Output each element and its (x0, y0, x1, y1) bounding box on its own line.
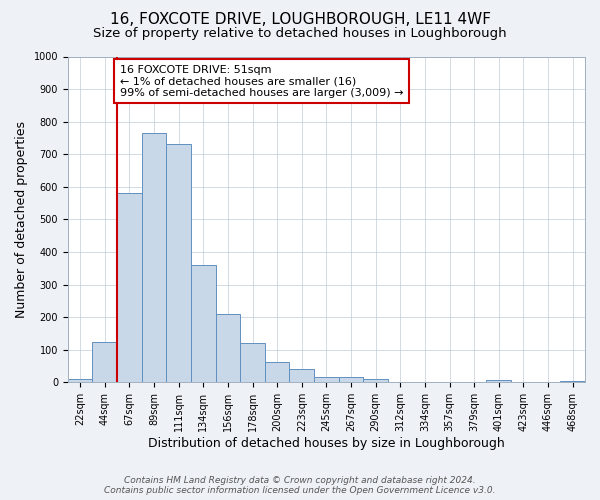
Bar (560, 380, 585, 382)
Bar (364, 379, 388, 382)
Bar (314, 378, 339, 382)
Bar (92, 342, 117, 382)
Bar (487, 380, 511, 382)
Y-axis label: Number of detached properties: Number of detached properties (15, 121, 28, 318)
X-axis label: Distribution of detached houses by size in Loughborough: Distribution of detached houses by size … (148, 437, 505, 450)
Bar (289, 370, 314, 382)
Bar (339, 378, 364, 382)
Bar (240, 343, 265, 382)
Bar (68, 379, 92, 382)
Bar (166, 144, 191, 382)
Bar (265, 362, 289, 382)
Text: 16, FOXCOTE DRIVE, LOUGHBOROUGH, LE11 4WF: 16, FOXCOTE DRIVE, LOUGHBOROUGH, LE11 4W… (110, 12, 491, 28)
Text: Contains HM Land Registry data © Crown copyright and database right 2024.
Contai: Contains HM Land Registry data © Crown c… (104, 476, 496, 495)
Text: Size of property relative to detached houses in Loughborough: Size of property relative to detached ho… (93, 28, 507, 40)
Bar (142, 133, 166, 382)
Text: 16 FOXCOTE DRIVE: 51sqm
← 1% of detached houses are smaller (16)
99% of semi-det: 16 FOXCOTE DRIVE: 51sqm ← 1% of detached… (119, 64, 403, 98)
Bar (117, 194, 142, 382)
Bar (191, 265, 215, 382)
Bar (215, 314, 240, 382)
